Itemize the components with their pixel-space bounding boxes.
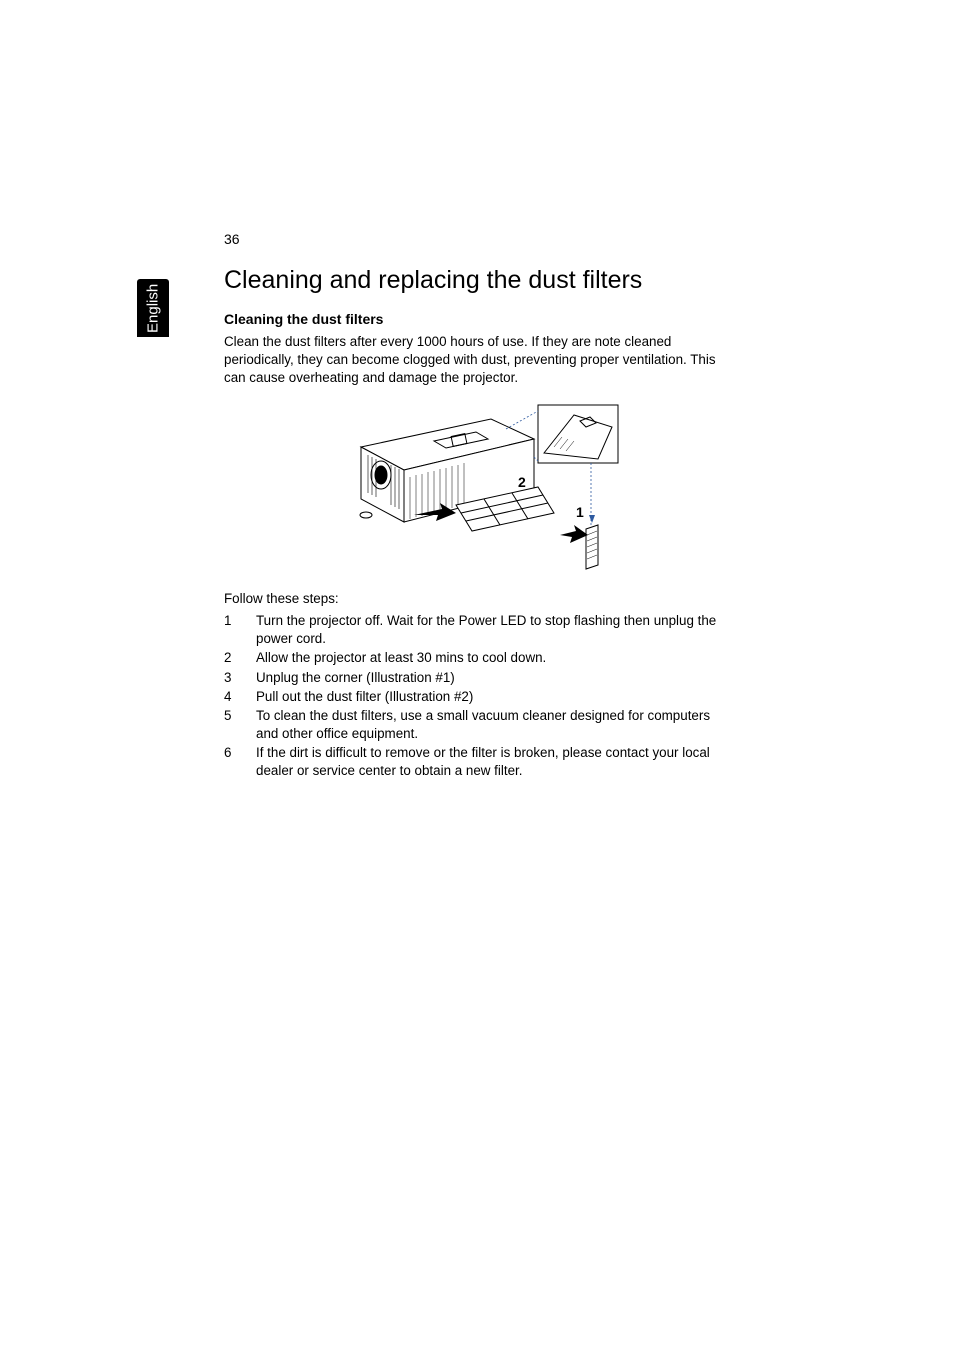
step-number: 4	[224, 688, 256, 706]
step-text: Allow the projector at least 30 mins to …	[256, 649, 718, 667]
step-text: Pull out the dust filter (Illustration #…	[256, 688, 718, 706]
section-subheading: Cleaning the dust filters	[224, 311, 718, 327]
list-item: 1Turn the projector off. Wait for the Po…	[224, 612, 718, 648]
step-text: If the dirt is difficult to remove or th…	[256, 744, 718, 780]
list-item: 6If the dirt is difficult to remove or t…	[224, 744, 718, 780]
step-text: Turn the projector off. Wait for the Pow…	[256, 612, 718, 648]
projector-illustration: 2 1	[306, 397, 636, 577]
callout-2: 2	[518, 474, 526, 490]
page-number: 36	[224, 231, 240, 247]
step-number: 5	[224, 707, 256, 743]
step-number: 3	[224, 669, 256, 687]
step-text: Unplug the corner (Illustration #1)	[256, 669, 718, 687]
list-item: 2Allow the projector at least 30 mins to…	[224, 649, 718, 667]
step-number: 6	[224, 744, 256, 780]
steps-intro: Follow these steps:	[224, 591, 718, 606]
page-content: Cleaning and replacing the dust filters …	[224, 266, 718, 781]
page-heading: Cleaning and replacing the dust filters	[224, 266, 718, 295]
intro-paragraph: Clean the dust filters after every 1000 …	[224, 333, 718, 387]
step-number: 1	[224, 612, 256, 648]
step-number: 2	[224, 649, 256, 667]
step-text: To clean the dust filters, use a small v…	[256, 707, 718, 743]
steps-list: 1Turn the projector off. Wait for the Po…	[224, 612, 718, 780]
callout-1: 1	[576, 504, 584, 520]
list-item: 5To clean the dust filters, use a small …	[224, 707, 718, 743]
list-item: 3Unplug the corner (Illustration #1)	[224, 669, 718, 687]
list-item: 4Pull out the dust filter (Illustration …	[224, 688, 718, 706]
language-tab: English	[137, 279, 169, 337]
